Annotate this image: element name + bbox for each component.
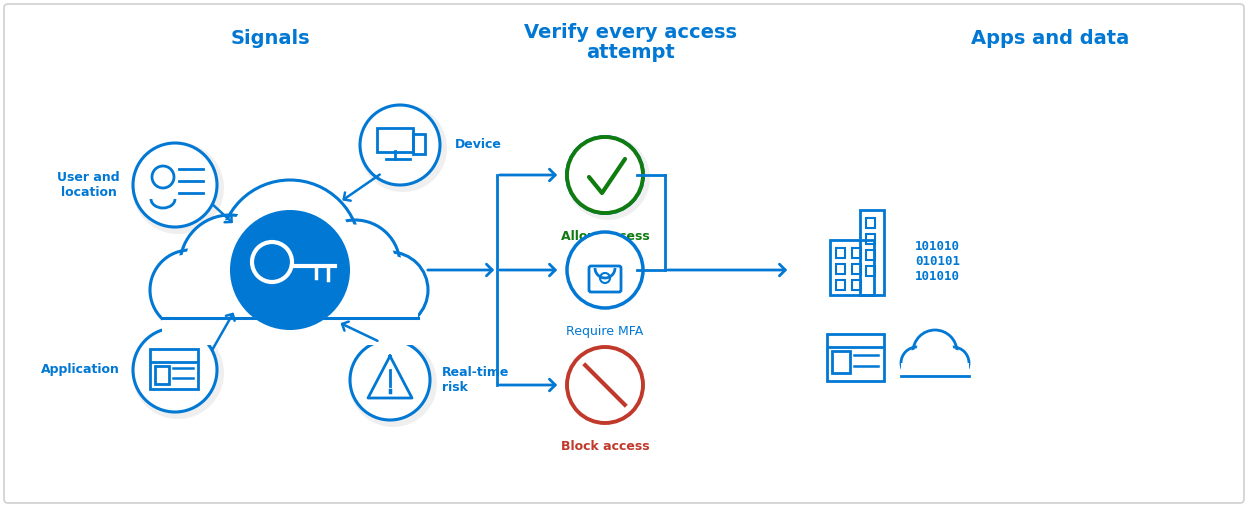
Circle shape	[230, 210, 349, 330]
Circle shape	[132, 327, 223, 419]
Text: Signals: Signals	[230, 28, 310, 48]
FancyBboxPatch shape	[4, 4, 1244, 503]
Circle shape	[352, 252, 428, 328]
Circle shape	[937, 347, 968, 379]
FancyBboxPatch shape	[901, 363, 968, 383]
Circle shape	[314, 225, 396, 306]
Text: Device: Device	[456, 138, 502, 152]
FancyBboxPatch shape	[162, 290, 418, 345]
Circle shape	[359, 105, 441, 185]
Circle shape	[134, 143, 217, 227]
Text: 101010
010101
101010: 101010 010101 101010	[915, 240, 960, 283]
Circle shape	[220, 180, 359, 320]
Text: Block access: Block access	[560, 440, 649, 453]
Circle shape	[567, 347, 643, 423]
Circle shape	[185, 220, 275, 310]
Text: Allow access: Allow access	[560, 230, 649, 243]
Circle shape	[359, 104, 447, 192]
Circle shape	[914, 330, 957, 374]
Circle shape	[349, 340, 431, 420]
Circle shape	[567, 137, 643, 213]
Text: Apps and data: Apps and data	[971, 28, 1129, 48]
Circle shape	[916, 333, 953, 371]
Circle shape	[180, 215, 280, 315]
Circle shape	[901, 347, 934, 379]
Text: attempt: attempt	[585, 43, 674, 61]
Circle shape	[154, 254, 226, 326]
Circle shape	[567, 136, 650, 220]
Circle shape	[940, 349, 967, 377]
Circle shape	[904, 349, 931, 377]
Text: User and
location: User and location	[57, 171, 120, 199]
Circle shape	[132, 142, 223, 234]
Circle shape	[310, 220, 401, 310]
Circle shape	[356, 256, 424, 324]
Text: Real-time
risk: Real-time risk	[442, 366, 509, 394]
Circle shape	[567, 232, 643, 308]
Circle shape	[134, 328, 217, 412]
Circle shape	[150, 250, 230, 330]
Circle shape	[349, 339, 437, 427]
Text: Application: Application	[41, 364, 120, 377]
Text: Verify every access: Verify every access	[523, 22, 736, 42]
Circle shape	[567, 137, 643, 213]
Circle shape	[227, 187, 353, 313]
Text: Require MFA: Require MFA	[567, 325, 644, 338]
FancyBboxPatch shape	[160, 290, 421, 340]
